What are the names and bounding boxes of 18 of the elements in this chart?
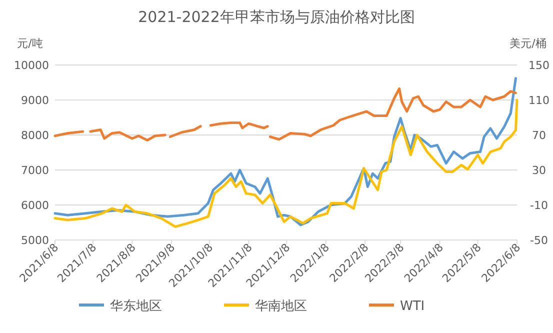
legend-label: WTI xyxy=(400,299,425,314)
y-tick-label: 9000 xyxy=(21,94,49,107)
y2-tick-label: -10 xyxy=(530,199,548,212)
y2-axis-title: 美元/桶 xyxy=(510,37,546,50)
y2-tick-label: 110 xyxy=(528,94,550,107)
y-tick-label: 6000 xyxy=(21,199,49,212)
y2-tick-label: 30 xyxy=(532,164,546,177)
chart-title: 2021-2022年甲苯市场与原油价格对比图 xyxy=(138,8,415,26)
legend-label: 华南地区 xyxy=(255,299,307,314)
y-axis-title: 元/吨 xyxy=(17,37,43,50)
y-tick-label: 7000 xyxy=(21,164,49,177)
y2-tick-label: 70 xyxy=(532,129,546,142)
y-tick-label: 10000 xyxy=(14,59,49,72)
y2-tick-label: -50 xyxy=(530,234,548,247)
y-tick-label: 5000 xyxy=(21,234,49,247)
legend-label: 华东地区 xyxy=(110,299,162,314)
y2-tick-label: 150 xyxy=(528,59,550,72)
y-tick-label: 8000 xyxy=(21,129,49,142)
